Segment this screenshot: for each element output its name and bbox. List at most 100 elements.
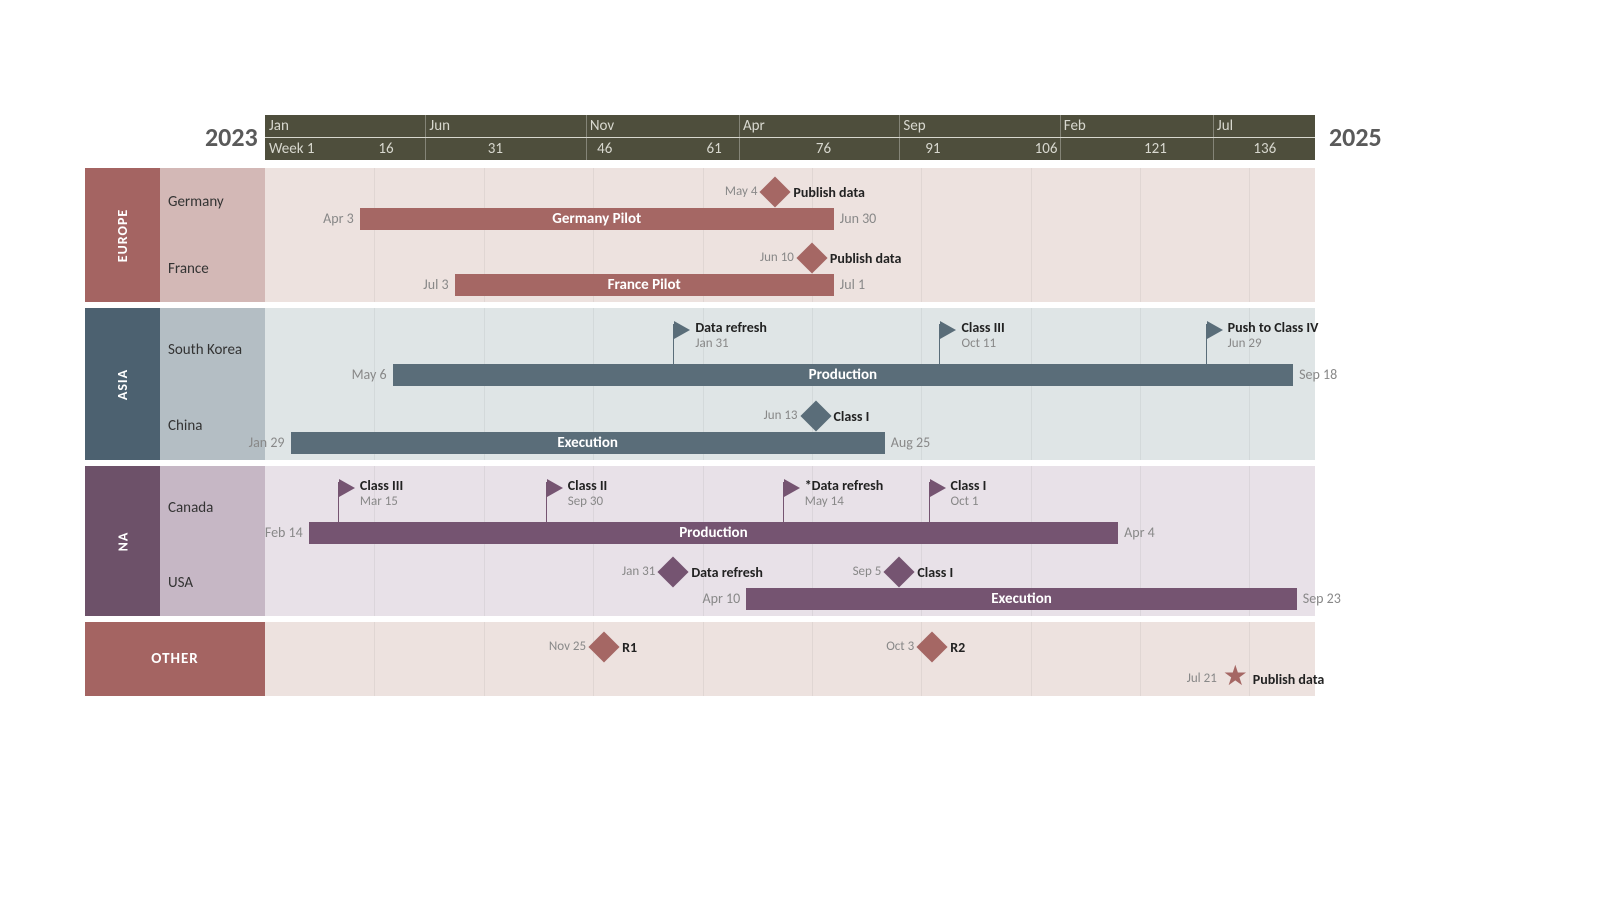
diamond-shape bbox=[589, 631, 620, 662]
flag-icon bbox=[784, 479, 800, 497]
month-tick-line-3 bbox=[739, 115, 740, 160]
marker-date: Jul 21 bbox=[1187, 671, 1217, 686]
bar-startdate-canada-0: Feb 14 bbox=[265, 524, 303, 541]
diamond-shape bbox=[658, 556, 689, 587]
month-tick-3: Apr bbox=[743, 117, 765, 135]
diamond-icon bbox=[801, 247, 823, 269]
gridline bbox=[374, 622, 375, 696]
week-tick-6: 91 bbox=[925, 140, 940, 158]
diamond-icon bbox=[805, 405, 827, 427]
marker-label: Class II bbox=[568, 477, 608, 494]
marker-label: Class I bbox=[951, 477, 987, 494]
marker-date: Jun 13 bbox=[764, 408, 798, 423]
bar-usa-0: Execution bbox=[746, 588, 1297, 610]
marker-label: Data refresh bbox=[691, 564, 763, 581]
bar-enddate-germany-0: Jun 30 bbox=[840, 210, 877, 227]
gridline bbox=[921, 622, 922, 696]
marker-label: Class III bbox=[360, 477, 403, 494]
marker-date: Oct 3 bbox=[886, 639, 914, 654]
marker-date: Sep 30 bbox=[568, 494, 603, 509]
bar-startdate-usa-0: Apr 10 bbox=[703, 590, 741, 607]
bar-germany-0: Germany Pilot bbox=[360, 208, 834, 230]
marker-label: Publish data bbox=[793, 184, 865, 201]
bar-france-0: France Pilot bbox=[455, 274, 834, 296]
marker-label: R2 bbox=[950, 639, 965, 656]
flag-icon bbox=[940, 321, 956, 339]
gridline bbox=[921, 236, 922, 302]
flag-icon bbox=[674, 321, 690, 339]
diamond-shape bbox=[800, 400, 831, 431]
star-icon: ★ bbox=[1223, 662, 1248, 690]
marker-label: R1 bbox=[622, 639, 637, 656]
gridline bbox=[1140, 168, 1141, 236]
marker-label: Class III bbox=[961, 319, 1004, 336]
row-label-france: France bbox=[160, 236, 273, 302]
gridline bbox=[593, 622, 594, 696]
gridline bbox=[1249, 168, 1250, 236]
marker-label: Publish data bbox=[830, 250, 902, 267]
section-label-europe: EUROPE bbox=[85, 168, 160, 302]
gridline bbox=[812, 622, 813, 696]
section-label-other: OTHER bbox=[85, 622, 265, 696]
row-label-canada: Canada bbox=[160, 466, 273, 550]
gridline bbox=[1031, 168, 1032, 236]
gridline bbox=[703, 622, 704, 696]
month-tick-1: Jun bbox=[429, 117, 450, 135]
gridline bbox=[1249, 392, 1250, 460]
marker-label: Publish data bbox=[1253, 671, 1325, 688]
gridline bbox=[1249, 466, 1250, 550]
gridline bbox=[374, 236, 375, 302]
flag-icon bbox=[930, 479, 946, 497]
week-tick-2: 31 bbox=[488, 140, 503, 158]
section-label-text-asia: ASIA bbox=[114, 368, 131, 399]
marker-date: Nov 25 bbox=[549, 639, 586, 654]
gridline bbox=[1031, 236, 1032, 302]
month-tick-line-5 bbox=[1060, 115, 1061, 160]
flag-icon bbox=[547, 479, 563, 497]
month-tick-2: Nov bbox=[590, 117, 614, 135]
month-tick-line-1 bbox=[425, 115, 426, 160]
week-tick-1: 16 bbox=[378, 140, 393, 158]
bar-startdate-china-0: Jan 29 bbox=[249, 434, 285, 451]
month-tick-line-2 bbox=[586, 115, 587, 160]
diamond-icon bbox=[764, 181, 786, 203]
month-tick-line-4 bbox=[899, 115, 900, 160]
marker-label: *Data refresh bbox=[805, 477, 884, 494]
bar-startdate-france-0: Jul 3 bbox=[423, 276, 448, 293]
bar-enddate-canada-0: Apr 4 bbox=[1124, 524, 1155, 541]
gridline bbox=[1249, 236, 1250, 302]
marker-label: Push to Class IV bbox=[1228, 319, 1319, 336]
bar-enddate-south-korea-0: Sep 18 bbox=[1299, 366, 1337, 383]
bar-enddate-china-0: Aug 25 bbox=[891, 434, 930, 451]
marker-date: May 4 bbox=[725, 184, 758, 199]
week-tick-7: 106 bbox=[1035, 140, 1058, 158]
gridline bbox=[593, 550, 594, 616]
marker-label: Data refresh bbox=[695, 319, 767, 336]
month-tick-5: Feb bbox=[1064, 117, 1086, 135]
marker-date: May 14 bbox=[805, 494, 844, 509]
marker-label: Class I bbox=[917, 564, 953, 581]
month-tick-line-6 bbox=[1213, 115, 1214, 160]
week-tick-5: 76 bbox=[816, 140, 831, 158]
marker-date: Mar 15 bbox=[360, 494, 398, 509]
gridline bbox=[484, 550, 485, 616]
gridline bbox=[484, 622, 485, 696]
marker-date: Jun 10 bbox=[760, 250, 794, 265]
marker-date: Jan 31 bbox=[622, 564, 655, 579]
bar-startdate-south-korea-0: May 6 bbox=[352, 366, 387, 383]
gridline bbox=[1249, 622, 1250, 696]
marker-date: Jan 31 bbox=[695, 336, 728, 351]
gridline bbox=[1140, 236, 1141, 302]
diamond-shape bbox=[796, 242, 827, 273]
timeline-header-divider bbox=[265, 137, 1315, 138]
diamond-icon bbox=[662, 561, 684, 583]
diamond-icon bbox=[593, 636, 615, 658]
month-tick-4: Sep bbox=[903, 117, 925, 135]
bar-enddate-usa-0: Sep 23 bbox=[1303, 590, 1341, 607]
section-label-text-europe: EUROPE bbox=[114, 208, 131, 261]
bar-china-0: Execution bbox=[291, 432, 885, 454]
marker-date: Jun 29 bbox=[1228, 336, 1262, 351]
flag-icon bbox=[1207, 321, 1223, 339]
gridline bbox=[921, 168, 922, 236]
gridline bbox=[1031, 392, 1032, 460]
